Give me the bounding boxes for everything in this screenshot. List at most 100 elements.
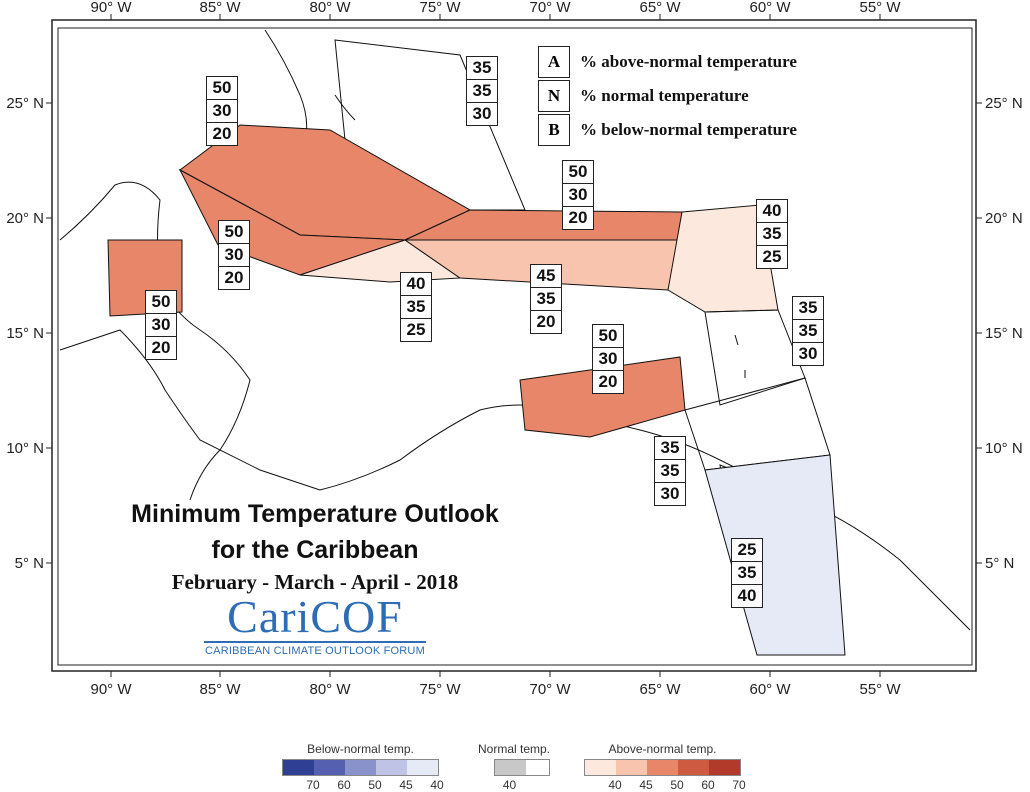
above-value: 40 xyxy=(762,201,782,220)
lat-label: 15° N xyxy=(6,325,44,342)
prob-box-guianas: 25 35 40 xyxy=(731,538,763,608)
normal-value: 30 xyxy=(146,313,176,336)
below-value: 20 xyxy=(531,310,561,333)
prob-box-jamaica-south: 40 35 25 xyxy=(400,272,432,342)
key-text: % below-normal temperature xyxy=(580,120,797,139)
colorbar-swatch xyxy=(495,760,526,775)
prob-box-cuba: 50 30 20 xyxy=(206,76,238,146)
lon-label: 60° W xyxy=(749,0,791,16)
normal-value: 30 xyxy=(219,243,249,266)
below-value: 30 xyxy=(467,102,497,125)
lat-label: 10° N xyxy=(6,440,44,457)
key-text: % normal temperature xyxy=(580,86,749,105)
prob-box-turks-caicos: 50 30 20 xyxy=(562,160,594,230)
lat-label: 15° N xyxy=(985,325,1023,342)
key-letter: B xyxy=(538,114,570,146)
below-value: 25 xyxy=(757,245,787,268)
colorbar-title: Above-normal temp. xyxy=(608,742,717,756)
colorbar-swatch xyxy=(345,760,376,775)
below-value: 20 xyxy=(593,370,623,393)
normal-value: 35 xyxy=(401,295,431,318)
lon-label: 85° W xyxy=(199,0,241,16)
map-title-line2: for the Caribbean xyxy=(211,536,419,564)
above-value: 45 xyxy=(536,266,556,285)
central-america-coast-south xyxy=(59,329,321,491)
normal-value: 30 xyxy=(563,183,593,206)
outer-frame xyxy=(51,19,977,672)
normal-value: 35 xyxy=(757,222,787,245)
above-value: 40 xyxy=(406,274,426,293)
colorbar-swatch xyxy=(585,760,616,775)
region-trinidad-windwards xyxy=(684,377,831,471)
colorbar-label: 60 xyxy=(701,778,715,792)
below-value: 25 xyxy=(401,318,431,341)
colorbar-swatch xyxy=(314,760,345,775)
below-value: 20 xyxy=(563,206,593,229)
colorbar-swatch xyxy=(647,760,678,775)
below-value: 30 xyxy=(655,482,685,505)
lon-label: 90° W xyxy=(90,0,132,16)
colorbar-label: 45 xyxy=(639,778,653,792)
colorbar-swatch xyxy=(709,760,740,775)
prob-box-leeward-islands: 40 35 25 xyxy=(756,199,788,269)
normal-value: 30 xyxy=(593,347,623,370)
normal-value: 35 xyxy=(732,561,762,584)
colorbar-swatch xyxy=(283,760,314,775)
logo-wordmark: CariCOF xyxy=(227,591,403,642)
logo-rule xyxy=(204,641,426,643)
below-value: 20 xyxy=(219,266,249,289)
prob-box-belize: 50 30 20 xyxy=(145,290,177,360)
lon-label: 55° W xyxy=(859,681,901,698)
colorbar-label: 70 xyxy=(306,778,320,792)
colorbar-cells xyxy=(584,759,741,776)
lat-label: 25° N xyxy=(6,95,44,112)
prob-box-bahamas: 35 35 30 xyxy=(466,56,498,126)
colorbar-below: Below-normal temp. 70 60 50 45 40 xyxy=(282,742,444,792)
colorbar-label: 40 xyxy=(502,778,517,792)
region-guianas xyxy=(704,454,846,656)
key-row-above: A % above-normal temperature xyxy=(538,45,797,79)
lat-label: 10° N xyxy=(985,440,1023,457)
colorbar-label: 50 xyxy=(368,778,382,792)
prob-box-abc-islands: 50 30 20 xyxy=(592,324,624,394)
colorbar-label: 70 xyxy=(732,778,746,792)
florida-coast xyxy=(264,29,308,141)
lon-label: 60° W xyxy=(749,681,791,698)
colorbar-labels: 40 45 50 60 70 xyxy=(584,776,745,792)
lon-label: 90° W xyxy=(90,681,132,698)
lat-labels-left: 25° N 20° N 15° N 10° N 5° N xyxy=(6,95,44,572)
south-america-coast xyxy=(319,404,971,631)
key-legend: A % above-normal temperature N % normal … xyxy=(538,45,797,147)
colorbar-title: Normal temp. xyxy=(478,742,551,756)
region-abc-islands xyxy=(519,356,686,438)
above-value: 25 xyxy=(737,540,757,559)
colorbar-normal: Normal temp. 40 xyxy=(478,742,551,792)
colorbar-swatch xyxy=(678,760,709,775)
prob-box-barbados: 35 35 30 xyxy=(792,296,824,366)
lon-label: 65° W xyxy=(639,681,681,698)
normal-value: 35 xyxy=(531,287,561,310)
lon-label: 75° W xyxy=(419,0,461,16)
colorbar-label: 40 xyxy=(608,778,622,792)
lat-label: 20° N xyxy=(985,210,1023,227)
lat-label: 5° N xyxy=(15,555,44,572)
lat-label: 25° N xyxy=(985,95,1023,112)
lon-label: 80° W xyxy=(309,681,351,698)
normal-value: 30 xyxy=(207,99,237,122)
prob-box-cayman-jamaica: 50 30 20 xyxy=(218,220,250,290)
key-text: % above-normal temperature xyxy=(580,52,797,71)
lon-label: 70° W xyxy=(529,0,571,16)
prob-box-trinidad-windwards: 35 35 30 xyxy=(654,436,686,506)
lat-labels-right: 25° N 20° N 15° N 10° N 5° N xyxy=(985,95,1023,572)
colorbar-title: Below-normal temp. xyxy=(307,742,414,756)
above-value: 50 xyxy=(151,292,171,311)
colorbar-swatch xyxy=(376,760,407,775)
above-value: 50 xyxy=(568,162,588,181)
lon-label: 85° W xyxy=(199,681,241,698)
colorbar-swatch xyxy=(616,760,647,775)
prob-box-hispaniola-puertorico: 45 35 20 xyxy=(530,264,562,334)
lon-label: 80° W xyxy=(309,0,351,16)
colorbar-cells xyxy=(282,759,439,776)
lon-label: 75° W xyxy=(419,681,461,698)
key-letter: N xyxy=(538,80,570,112)
